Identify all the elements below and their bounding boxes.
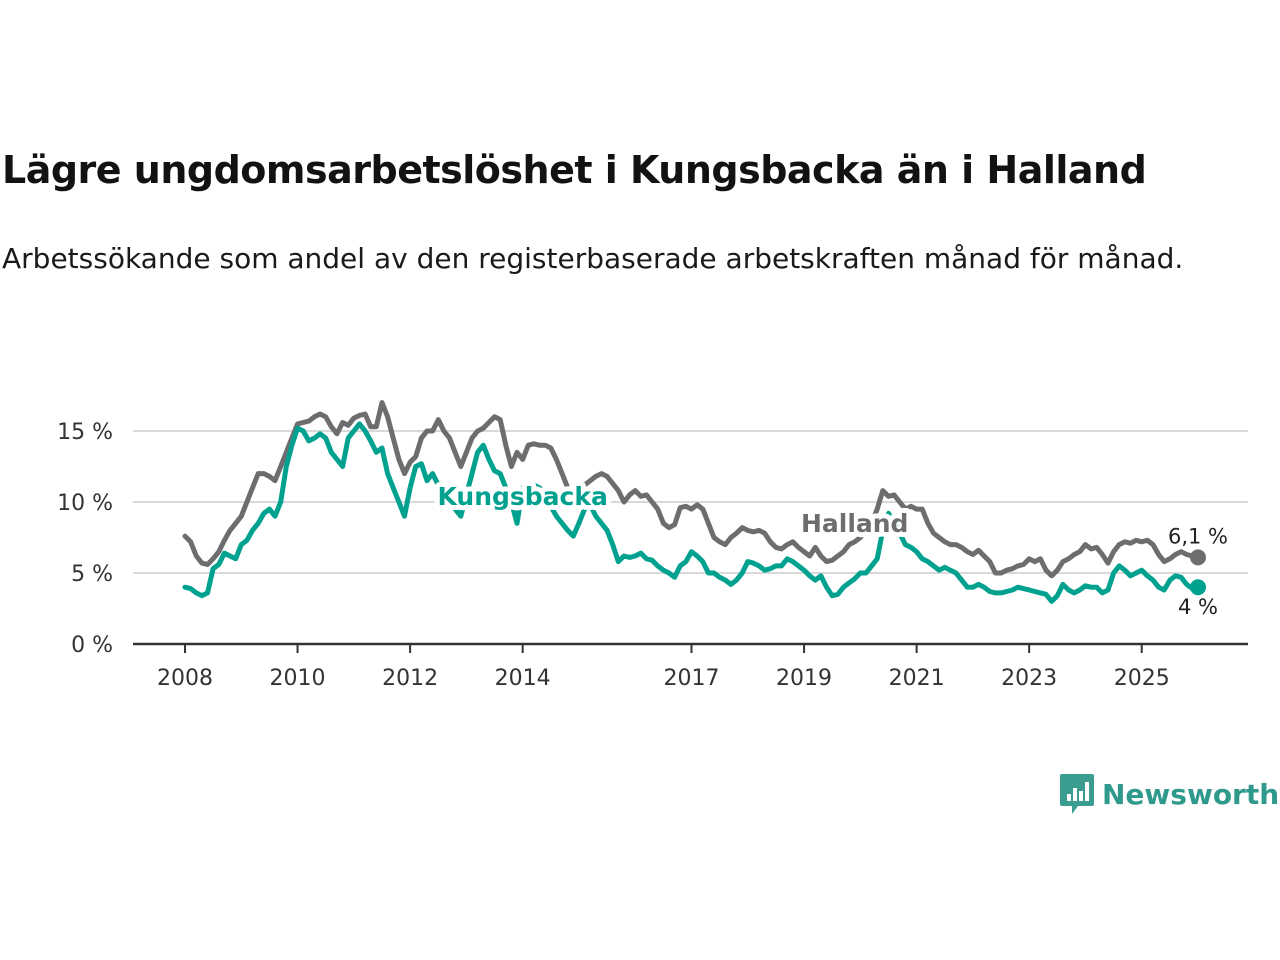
chart-subtitle: Arbetssökande som andel av den registerb… [2, 242, 1184, 275]
series-label-halo: Kungsbacka [437, 482, 607, 511]
chart-title: Lägre ungdomsarbetslöshet i Kungsbacka ä… [2, 148, 1147, 192]
x-tick-label: 2025 [1114, 666, 1170, 691]
x-axis: 2008 2010 2012 2014 2017 2019 2021 2023 2025 [133, 642, 1248, 691]
end-marker-halland[interactable] [1190, 549, 1206, 566]
x-tick-label: 2014 [495, 666, 551, 691]
newsworthy-icon [1060, 774, 1094, 814]
end-value-label-kungsbacka: 4 % [1178, 595, 1218, 619]
y-tick-label: 10 % [57, 491, 113, 516]
end-value-label-halland: 6,1 % [1168, 524, 1228, 548]
x-tick-label: 2012 [382, 666, 438, 691]
series-label-kungsbacka: Kungsbacka [437, 482, 607, 511]
x-tick-label: 2019 [776, 666, 832, 691]
y-tick-label: 15 % [57, 420, 113, 445]
series-line-halland[interactable] [182, 400, 1201, 579]
grid-lines [133, 430, 1248, 574]
y-axis-ticks: 0 % 5 % 10 % 15 % [57, 420, 113, 658]
series-line-kungsbacka[interactable] [182, 421, 1201, 604]
x-tick-label: 2010 [270, 666, 326, 691]
brand-name: Newsworthy [1102, 777, 1280, 811]
line-chart: 0 %5 %10 %15 % 2008 2010 2012 2014 2017 2019 2… [57, 400, 1248, 691]
y-tick-label: 0 % [71, 633, 113, 658]
x-tick-label: 2008 [157, 666, 213, 691]
series-group [182, 400, 1206, 604]
newsworthy-logo[interactable]: Newsworthy [1058, 772, 1280, 816]
x-tick-label: 2023 [1001, 666, 1057, 691]
y-tick-label: 5 % [71, 562, 113, 587]
series-label-halland: Halland [801, 509, 909, 538]
x-tick-label: 2021 [889, 666, 945, 691]
end-marker-kungsbacka[interactable] [1190, 579, 1206, 596]
series-label-halo: Halland [801, 509, 909, 538]
x-tick-label: 2017 [664, 666, 720, 691]
